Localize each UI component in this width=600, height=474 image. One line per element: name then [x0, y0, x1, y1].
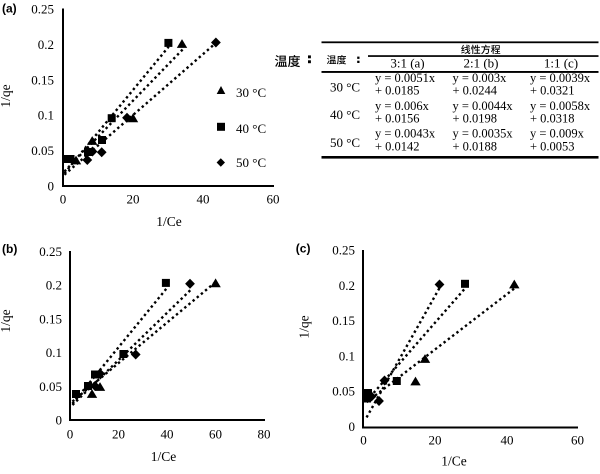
svg-text:0.2: 0.2	[38, 37, 54, 52]
svg-text:0.2: 0.2	[46, 278, 62, 293]
svg-text:60: 60	[267, 192, 280, 207]
svg-text:3:1 (a): 3:1 (a)	[390, 55, 424, 70]
svg-text:+ 0.0185: + 0.0185	[375, 84, 420, 98]
svg-text:20: 20	[429, 433, 442, 448]
svg-text:0: 0	[67, 427, 74, 442]
svg-text:+ 0.0321: + 0.0321	[530, 84, 575, 98]
svg-text:60: 60	[209, 427, 222, 442]
svg-text:50 °C: 50 °C	[330, 135, 360, 150]
svg-text:0.1: 0.1	[339, 348, 355, 363]
svg-text:+ 0.0198: + 0.0198	[453, 112, 498, 126]
svg-text:0: 0	[349, 419, 356, 434]
svg-text:1/Ce: 1/Ce	[441, 454, 467, 469]
svg-text:40: 40	[501, 433, 514, 448]
svg-text:40 °C: 40 °C	[236, 121, 266, 136]
svg-text:+ 0.0142: + 0.0142	[375, 139, 420, 153]
svg-text:1/qe: 1/qe	[0, 84, 13, 107]
svg-text:0: 0	[48, 179, 55, 194]
svg-text:40 °C: 40 °C	[330, 107, 360, 122]
svg-text:0.25: 0.25	[31, 2, 54, 17]
svg-text:1/qe: 1/qe	[0, 309, 13, 332]
svg-text:+ 0.0188: + 0.0188	[453, 139, 498, 153]
svg-text:0.15: 0.15	[39, 311, 62, 326]
svg-text:40: 40	[161, 427, 174, 442]
svg-text:0.05: 0.05	[332, 384, 355, 399]
svg-text:y = 0.0035x: y = 0.0035x	[453, 127, 514, 141]
svg-text:y = 0.006x: y = 0.006x	[375, 99, 430, 113]
svg-text:1/Ce: 1/Ce	[151, 449, 177, 464]
svg-text:y = 0.0051x: y = 0.0051x	[375, 71, 436, 85]
svg-text:20: 20	[127, 192, 140, 207]
svg-text:0.25: 0.25	[39, 244, 62, 259]
svg-text:60: 60	[571, 433, 584, 448]
svg-text:(a): (a)	[2, 2, 17, 16]
svg-text:y = 0.0043x: y = 0.0043x	[375, 127, 436, 141]
svg-text:20: 20	[112, 427, 125, 442]
svg-text:y = 0.009x: y = 0.009x	[530, 127, 585, 141]
svg-text:+ 0.0053: + 0.0053	[530, 139, 575, 153]
svg-text:1:1 (c): 1:1 (c)	[544, 55, 578, 70]
svg-text:(b): (b)	[2, 242, 17, 256]
svg-text:0.1: 0.1	[46, 345, 62, 360]
svg-text:+ 0.0244: + 0.0244	[453, 84, 498, 98]
svg-text:40: 40	[197, 192, 210, 207]
svg-text:y = 0.0058x: y = 0.0058x	[530, 99, 591, 113]
svg-text:2:1 (b): 2:1 (b)	[463, 55, 498, 70]
svg-text:30 °C: 30 °C	[330, 79, 360, 94]
svg-text:80: 80	[258, 427, 271, 442]
svg-text:y = 0.003x: y = 0.003x	[453, 71, 508, 85]
svg-text:1/qe: 1/qe	[297, 315, 312, 338]
svg-text:0.2: 0.2	[339, 278, 355, 293]
svg-text:0: 0	[56, 413, 63, 428]
svg-text:y = 0.0044x: y = 0.0044x	[453, 99, 514, 113]
svg-text:+ 0.0156: + 0.0156	[375, 112, 420, 126]
svg-text:0.15: 0.15	[31, 72, 54, 87]
svg-text:+ 0.0318: + 0.0318	[530, 112, 575, 126]
svg-text:0.05: 0.05	[39, 379, 62, 394]
svg-text:0.25: 0.25	[332, 243, 355, 258]
svg-text:0.1: 0.1	[38, 108, 54, 123]
svg-text:0: 0	[60, 192, 67, 207]
svg-text:30 °C: 30 °C	[236, 85, 266, 100]
svg-text:0: 0	[360, 433, 367, 448]
svg-text:0.15: 0.15	[332, 313, 355, 328]
svg-text:(c): (c)	[296, 241, 311, 255]
svg-text:y = 0.0039x: y = 0.0039x	[530, 71, 591, 85]
svg-text:50 °C: 50 °C	[236, 155, 266, 170]
svg-text:1/Ce: 1/Ce	[156, 214, 182, 229]
svg-text:0.05: 0.05	[31, 143, 54, 158]
